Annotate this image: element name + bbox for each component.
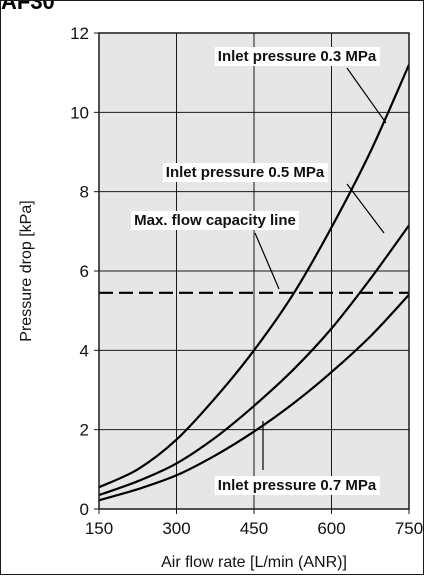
annotation-0-3-mpa: Inlet pressure 0.3 MPa — [218, 48, 377, 65]
annotation-0-7-mpa: Inlet pressure 0.7 MPa — [218, 477, 377, 494]
y-axis-label: Pressure drop [kPa] — [18, 200, 35, 341]
annotations: Inlet pressure 0.3 MPa Inlet pressure 0.5… — [131, 47, 387, 495]
annotation-0-7-mpa-background — [214, 476, 380, 495]
header-fragment: AF30 — [1, 1, 55, 14]
annotation-max-flow-capacity-background — [131, 211, 299, 230]
series-group — [99, 64, 409, 502]
y-tick-label: 10 — [70, 103, 89, 122]
annotation-0-3-mpa-leader — [346, 67, 387, 124]
annotation-0-3-mpa-background — [214, 47, 380, 66]
y-tick-label: 12 — [70, 24, 89, 43]
tick-labels: 150 300 450 600 750 0 2 4 6 8 10 12 — [70, 24, 423, 538]
x-tick-label: 150 — [85, 519, 113, 538]
series-line-0-3-mpa — [99, 64, 409, 489]
annotation-max-flow-capacity-leader — [254, 232, 280, 290]
y-tick-label: 4 — [80, 341, 89, 360]
x-tick-label: 600 — [317, 519, 345, 538]
x-tick-label: 450 — [240, 519, 268, 538]
annotation-max-flow-capacity: Max. flow capacity line — [134, 212, 296, 229]
annotation-0-5-mpa: Inlet pressure 0.5 MPa — [166, 164, 325, 181]
grid — [98, 32, 410, 510]
annotation-0-5-mpa-background — [162, 163, 328, 182]
x-tick-label: 750 — [395, 519, 423, 538]
series-line-0-5-mpa — [99, 224, 409, 497]
x-axis-label: Air flow rate [L/min (ANR)] — [161, 554, 347, 571]
y-tick-label: 2 — [80, 421, 89, 440]
series-line-0-7-mpa — [99, 294, 409, 502]
x-tick-label: 300 — [162, 519, 190, 538]
y-tick-label: 8 — [80, 183, 89, 202]
y-tick-label: 0 — [80, 500, 89, 519]
annotation-0-5-mpa-leader — [346, 183, 385, 234]
y-tick-label: 6 — [80, 262, 89, 281]
